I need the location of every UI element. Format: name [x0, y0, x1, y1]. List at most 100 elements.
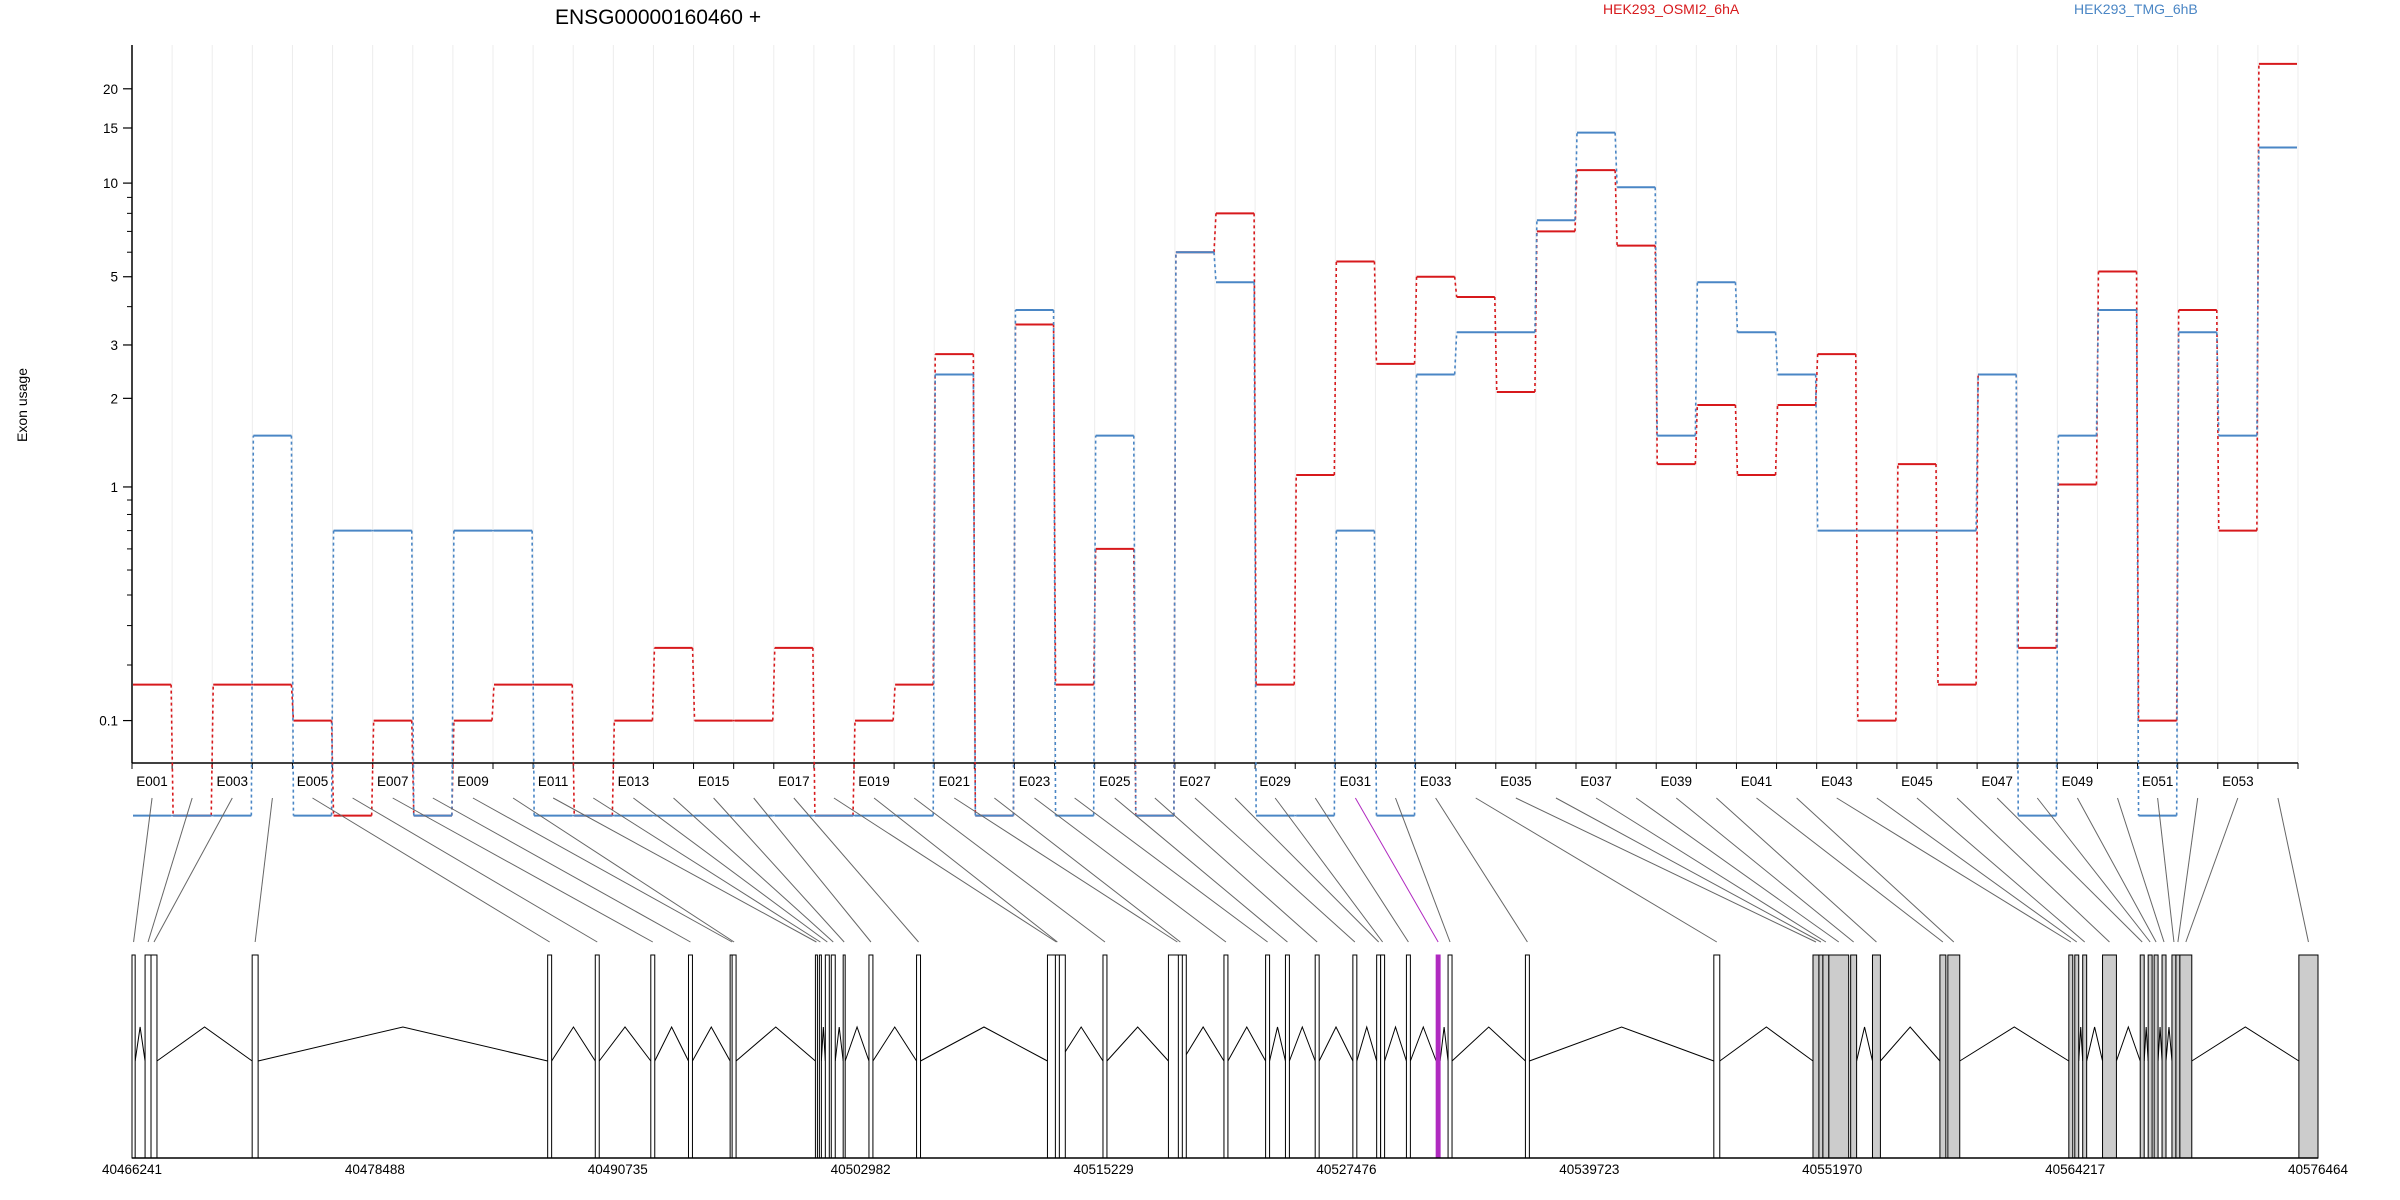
- series-2: [133, 131, 2297, 817]
- intron-line: [1384, 1025, 1407, 1062]
- exon-box: [1828, 954, 1850, 1159]
- exon-connector: [2117, 797, 2165, 943]
- connector: [1534, 220, 1538, 333]
- connector: [1012, 310, 1017, 816]
- y-tick-label: 0.1: [99, 714, 118, 729]
- exon-connector: [2185, 797, 2239, 943]
- x-tick-label: E037: [1580, 774, 1612, 789]
- intron-line: [1451, 1026, 1526, 1062]
- intron-line: [1529, 1026, 1714, 1062]
- y-axis: 0.1 1 2 3 5 10 15 20: [99, 45, 133, 763]
- intron-line: [134, 1026, 146, 1062]
- x-tick-label: E011: [538, 774, 569, 789]
- connector: [1493, 296, 1498, 392]
- exon-box: [2171, 954, 2177, 1159]
- x-tick-label: E005: [297, 774, 329, 789]
- x-tick-label: E017: [778, 774, 810, 789]
- exon-box: [2102, 954, 2117, 1159]
- exon-box: [824, 954, 830, 1159]
- x-tick-label: E025: [1099, 774, 1131, 789]
- connector: [1935, 464, 1939, 685]
- intron-line: [1269, 1026, 1286, 1062]
- y-tick-label: 15: [103, 121, 118, 136]
- exon-connector: [873, 797, 1058, 943]
- connector: [892, 684, 896, 721]
- connector: [210, 684, 215, 816]
- connector: [651, 647, 656, 721]
- coordinate-tick-label: 40539723: [1559, 1162, 1619, 1177]
- exon-box: [2175, 954, 2181, 1159]
- exon-connector: [1314, 797, 1409, 943]
- exon-connector: [1515, 797, 1817, 943]
- intron-line: [2078, 1026, 2084, 1062]
- intron-line: [692, 1025, 731, 1062]
- x-tick-label: E049: [2062, 774, 2094, 789]
- exon-connector: [1996, 797, 2143, 943]
- exon-connector: [1194, 797, 1356, 943]
- connector: [1694, 282, 1699, 436]
- exon-connector: [713, 797, 845, 943]
- connector: [1774, 332, 1779, 375]
- exon-box: [814, 954, 818, 1159]
- exon-connector: [1675, 797, 1854, 943]
- exon-connector: [1475, 797, 1718, 943]
- exon-box: [842, 954, 846, 1159]
- y-tick-label: 3: [110, 338, 118, 353]
- x-tick-label: E045: [1901, 774, 1933, 789]
- exon-box: [1284, 954, 1290, 1159]
- connector: [1975, 374, 1979, 531]
- exon-connector: [1034, 797, 1227, 943]
- intron-line: [820, 1026, 826, 1062]
- exon-box: [1405, 954, 1411, 1159]
- intron-line: [1409, 1025, 1437, 1062]
- exon-box: [251, 954, 259, 1159]
- legend-entry-series-2: HEK293_TMG_6hB: [2074, 1, 2198, 17]
- exon-box: [687, 954, 693, 1159]
- exon-connector: [913, 797, 1106, 943]
- exon-connector: [1435, 797, 1528, 943]
- exon-box: [1223, 954, 1229, 1159]
- exon-connector: [552, 797, 817, 943]
- exon-connector: [793, 797, 919, 943]
- connector: [1734, 282, 1739, 333]
- exon-box: [1352, 954, 1358, 1159]
- exon-connector: [254, 797, 273, 943]
- connector: [1574, 132, 1578, 221]
- vertical-gridlines: [131, 45, 2299, 763]
- coordinate-tick-label: 40466241: [102, 1162, 162, 1177]
- intron-line: [1856, 1026, 1873, 1062]
- x-tick-label: E013: [618, 774, 650, 789]
- exon-box: [144, 954, 152, 1159]
- exon-connector: [2157, 797, 2175, 943]
- exon-connector: [593, 797, 821, 943]
- exon-box: [1822, 954, 1830, 1159]
- exon-box: [1102, 954, 1108, 1159]
- connector: [1253, 282, 1257, 816]
- exon-connector: [147, 797, 193, 943]
- connector: [2095, 310, 2100, 436]
- exon-connector: [2036, 797, 2151, 943]
- intron-line: [872, 1026, 917, 1062]
- connector: [2135, 310, 2140, 816]
- exon-box: [818, 954, 822, 1159]
- exon-connector-lines: [133, 797, 2309, 943]
- connector: [491, 684, 495, 721]
- exon-box: [916, 954, 922, 1159]
- connector: [1453, 332, 1458, 375]
- connector: [1413, 374, 1418, 816]
- exon-connector: [1074, 797, 1268, 943]
- x-tick-label: E003: [217, 774, 249, 789]
- x-tick-label: E015: [698, 774, 730, 789]
- genomic-coordinate-axis: 40466241 40478488 40490735 40502982 40515229…: [102, 1157, 2349, 1177]
- exon-connector: [1555, 797, 1822, 943]
- connector: [170, 684, 174, 816]
- exon-box: [1265, 954, 1271, 1159]
- connector: [611, 720, 616, 816]
- connector: [972, 374, 977, 816]
- exon-connector: [1274, 797, 1384, 943]
- exon-box: [1850, 954, 1858, 1159]
- connector: [1814, 354, 1819, 406]
- exon-connector: [1756, 797, 1944, 943]
- exon-connector: [994, 797, 1181, 943]
- x-tick-label: E053: [2222, 774, 2254, 789]
